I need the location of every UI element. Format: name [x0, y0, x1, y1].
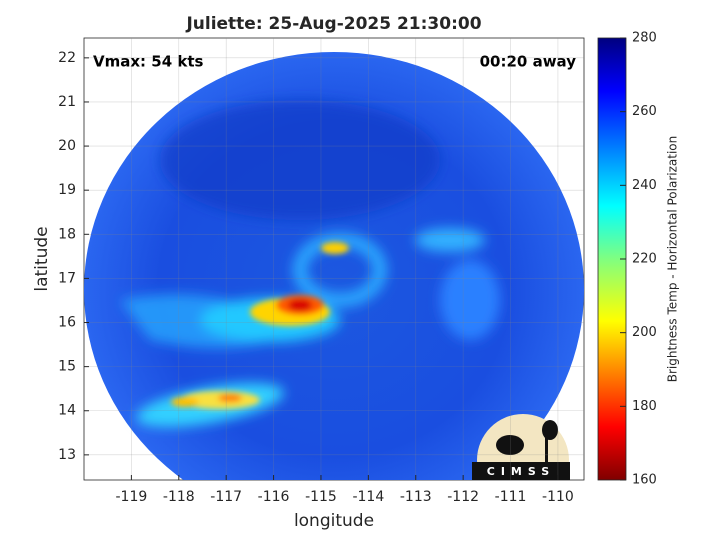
chart-title: Juliette: 25-Aug-2025 21:30:00	[185, 14, 481, 34]
x-tick-label: -110	[542, 489, 574, 505]
x-tick-label: -115	[305, 489, 337, 505]
x-tick-label: -114	[352, 489, 384, 505]
x-tick-label: -113	[400, 489, 432, 505]
colorbar-tick-label: 200	[632, 325, 657, 340]
x-tick-label: -118	[163, 489, 195, 505]
logo-text: CIMSS	[487, 465, 555, 478]
x-tick-label: -117	[210, 489, 242, 505]
x-axis-label: longitude	[294, 511, 374, 531]
y-tick-label: 21	[58, 94, 76, 110]
colorbar-tick-label: 240	[632, 178, 657, 193]
logo: CIMSS	[472, 414, 570, 480]
colorbar-tick-label: 220	[632, 252, 657, 267]
x-tick-label: -116	[258, 489, 290, 505]
vmax-annotation: Vmax: 54 kts	[93, 53, 203, 71]
colorbar-tick-label: 160	[632, 473, 657, 488]
colorbar-label: Brightness Temp - Horizontal Polarizatio…	[666, 136, 680, 383]
y-tick-label: 14	[58, 403, 76, 419]
y-tick-label: 16	[58, 315, 76, 331]
y-tick-label: 18	[58, 226, 76, 242]
y-tick-label: 22	[58, 50, 76, 66]
y-tick-label: 19	[58, 182, 76, 198]
colorbar-tick-label: 180	[632, 399, 657, 414]
y-tick-label: 20	[58, 138, 76, 154]
x-tick-label: -111	[495, 489, 527, 505]
colorbar-tick-label: 280	[632, 31, 657, 46]
y-tick-label: 15	[58, 359, 76, 375]
age-annotation: 00:20 away	[480, 53, 577, 71]
y-axis-label: latitude	[32, 226, 52, 291]
imagery	[84, 52, 584, 480]
y-tick-label: 17	[58, 270, 76, 286]
colorbar-tick-label: 260	[632, 104, 657, 119]
x-tick-label: -112	[447, 489, 479, 505]
y-tick-label: 13	[58, 447, 76, 463]
x-tick-label: -119	[116, 489, 148, 505]
